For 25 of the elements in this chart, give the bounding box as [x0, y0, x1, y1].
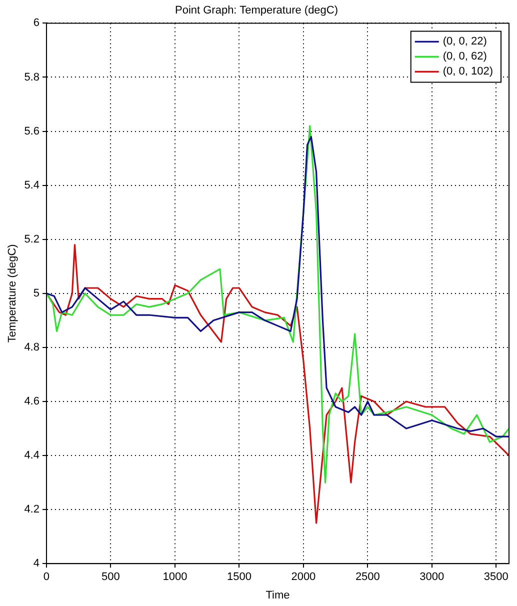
x-tick-label: 2500: [355, 571, 380, 584]
y-tick-label: 5.8: [24, 71, 40, 84]
y-tick-label: 5.2: [24, 233, 40, 246]
y-tick-label: 6: [33, 17, 40, 30]
x-axis-title: Time: [266, 589, 290, 602]
chart-title: Point Graph: Temperature (degC): [174, 4, 338, 17]
y-tick-label: 4.6: [24, 396, 40, 408]
y-tick-label: 5: [33, 287, 40, 300]
x-tick-label: 1500: [226, 571, 252, 584]
x-tick-label: 3500: [484, 571, 508, 584]
x-tick-label: 500: [102, 571, 120, 584]
y-axis-title: Temperature (degC): [6, 244, 19, 343]
legend-label: (0, 0, 102): [442, 66, 493, 78]
x-tick-label: 1000: [162, 571, 188, 584]
y-tick-label: 4.8: [24, 341, 40, 354]
x-tick-label: 3000: [420, 571, 444, 584]
y-tick-label: 5.6: [24, 125, 40, 138]
legend-label: (0, 0, 62): [442, 50, 487, 63]
legend-label: (0, 0, 22): [442, 36, 487, 48]
y-tick-label: 4: [33, 558, 40, 570]
y-tick-label: 4.2: [24, 504, 40, 516]
y-tick-label: 5.4: [24, 179, 40, 192]
y-tick-label: 4.4: [24, 450, 40, 462]
x-tick-label: 2000: [291, 571, 316, 584]
x-tick-label: 0: [43, 571, 50, 584]
